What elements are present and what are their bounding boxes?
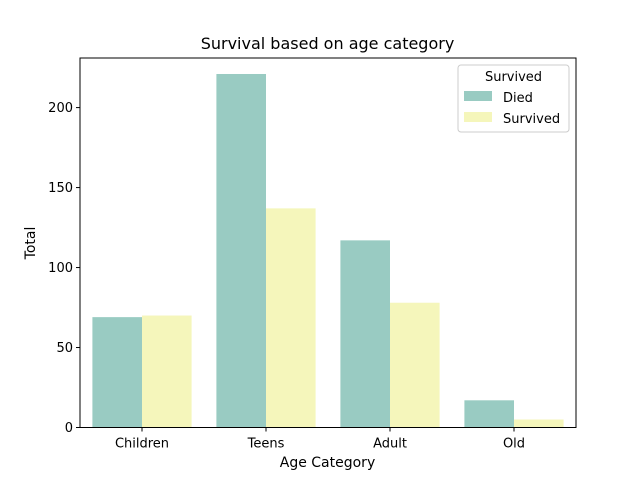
y-tick-label: 150 <box>48 181 73 196</box>
x-tick-label: Old <box>503 437 525 452</box>
bar-survived-old <box>514 419 564 428</box>
legend-swatch-died <box>464 91 492 101</box>
x-axis: Children Teens Adult Old <box>115 427 525 452</box>
y-tick-label: 0 <box>65 421 73 436</box>
x-tick-label: Children <box>115 437 169 452</box>
legend-swatch-survived <box>464 112 492 122</box>
axes-frame <box>79 57 577 428</box>
bar-survived-children <box>142 315 192 428</box>
plot-area <box>92 73 564 428</box>
x-tick-label: Adult <box>373 437 407 452</box>
legend-title: Survived <box>485 70 542 85</box>
legend: Survived Died Survived <box>457 64 570 133</box>
bar-died-teens <box>216 73 266 428</box>
chart-title: Survival based on age category <box>201 34 455 53</box>
bar-died-adult <box>340 240 390 428</box>
y-axis: 0 50 100 150 200 <box>48 101 80 436</box>
y-axis-label: Total <box>23 227 39 261</box>
bar-died-old <box>464 400 514 428</box>
y-tick-label: 100 <box>48 261 73 276</box>
bar-survived-adult <box>390 302 440 428</box>
y-tick-label: 200 <box>48 101 73 116</box>
x-tick-label: Teens <box>247 437 285 452</box>
bar-survived-teens <box>266 208 316 428</box>
legend-label-survived: Survived <box>503 112 560 127</box>
x-axis-label: Age Category <box>280 455 375 471</box>
y-tick-label: 50 <box>56 341 73 356</box>
bar-died-children <box>92 317 142 428</box>
legend-label-died: Died <box>503 91 533 106</box>
